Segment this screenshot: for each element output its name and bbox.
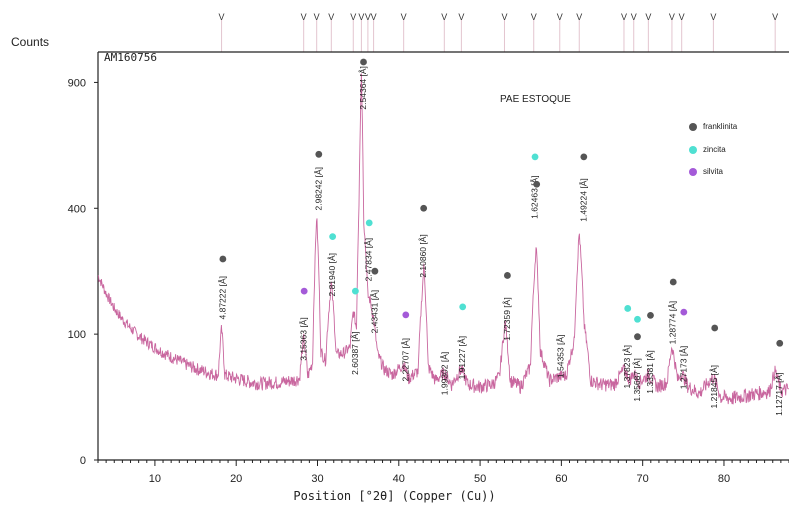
franklinita-marker <box>219 255 227 263</box>
y-axis-label: Counts <box>11 35 50 49</box>
reference-tick-marker: V <box>501 12 507 22</box>
reference-tick-marker: V <box>621 12 627 22</box>
pattern-line <box>97 73 789 405</box>
peak-label: 1.62463 [Å] <box>530 175 540 218</box>
zincita-marker <box>329 233 337 241</box>
franklinita-marker <box>533 180 541 188</box>
franklinita-marker <box>647 311 654 319</box>
y-tick-label: 400 <box>68 203 86 215</box>
peak-label: 3.15363 [Å] <box>299 317 309 360</box>
reference-tick-marker: V <box>371 12 377 22</box>
zincita-marker <box>459 303 467 311</box>
reference-tick-marker: V <box>645 12 651 22</box>
legend-marker-franklinita <box>689 123 697 131</box>
reference-tick-marker: V <box>576 12 582 22</box>
reference-tick-marker: V <box>557 12 563 22</box>
axes: 0 100 400 900 10 20 30 40 50 60 70 80 <box>68 51 789 485</box>
reference-tick-marker: V <box>350 12 356 22</box>
reference-tick-marker: V <box>365 12 371 22</box>
y-tick-label: 900 <box>68 77 86 89</box>
silvita-marker <box>680 308 688 316</box>
zincita-marker <box>531 153 539 161</box>
franklinita-marker <box>711 324 719 332</box>
legend-marker-silvita <box>689 168 697 176</box>
franklinita-marker <box>360 58 367 66</box>
reference-tick-marker: V <box>219 12 225 22</box>
peak-label: 2.60387 [Å] <box>350 331 360 374</box>
silvita-marker <box>300 287 308 295</box>
reference-tick-marker: V <box>631 12 637 22</box>
x-tick-label: 10 <box>149 473 161 485</box>
franklinita-marker <box>315 150 323 158</box>
peak-label: 2.81940 [Å] <box>327 253 337 296</box>
peak-label: 2.22707 [Å] <box>400 338 410 381</box>
reference-tick-marker: V <box>301 12 307 22</box>
peak-label: 1.37823 [Å] <box>622 345 632 388</box>
legend-label-silvita: silvita <box>703 167 724 176</box>
reference-tick-marker: V <box>328 12 334 22</box>
peak-label: 1.72359 [Å] <box>502 297 512 340</box>
peak-label: 2.54364 [Å] <box>358 66 368 109</box>
chart-title: PAE ESTOQUE <box>500 94 571 105</box>
legend-label-franklinita: franklinita <box>703 122 738 131</box>
zincita-marker <box>365 219 373 227</box>
zincita-marker <box>624 305 632 312</box>
x-axis-label: Position [°2θ] (Copper (Cu)) <box>293 489 496 503</box>
x-tick-label: 30 <box>311 473 323 485</box>
franklinita-marker <box>580 153 588 161</box>
peak-label: 1.91227 [Å] <box>457 336 467 379</box>
legend-label-zincita: zincita <box>703 145 726 154</box>
peak-label: 1.28774 [Å] <box>668 301 678 344</box>
peak-label: 1.12717 [Å] <box>774 372 784 415</box>
franklinita-marker <box>504 272 511 279</box>
peak-label: 1.27173 [Å] <box>678 346 688 389</box>
reference-tick-marker: V <box>669 12 675 22</box>
reference-tick-marker: V <box>314 12 320 22</box>
zincita-marker <box>634 315 641 323</box>
reference-tick-marker: V <box>679 12 685 22</box>
y-tick-label: 0 <box>80 455 86 467</box>
legend-marker-zincita <box>689 146 697 154</box>
peak-label: 1.21845 [Å] <box>709 365 719 408</box>
reference-tick-marker: V <box>772 12 778 22</box>
x-tick-label: 70 <box>637 473 649 485</box>
peak-label: 2.43431 [Å] <box>369 290 379 333</box>
peak-label: 1.49224 [Å] <box>578 178 588 221</box>
reference-tick-marker: V <box>401 12 407 22</box>
x-tick-label: 50 <box>474 473 486 485</box>
franklinita-marker <box>669 278 677 286</box>
peak-label: 2.98242 [Å] <box>313 167 323 210</box>
peak-label: 1.33381 [Å] <box>645 350 655 393</box>
franklinita-marker <box>371 267 379 275</box>
peak-label: 2.10860 [Å] <box>418 234 428 277</box>
sample-id: AM160756 <box>104 51 157 64</box>
peak-label: 1.54353 [Å] <box>556 335 566 378</box>
reference-tick-marker: V <box>441 12 447 22</box>
reference-tick-marker: V <box>710 12 716 22</box>
franklinita-marker <box>420 204 428 212</box>
franklinita-marker <box>776 339 784 347</box>
zincita-marker <box>351 287 359 295</box>
peak-label: 2.47834 [Å] <box>364 238 374 281</box>
diffraction-pattern <box>97 73 789 405</box>
reference-tick-marker: V <box>458 12 464 22</box>
franklinita-marker <box>634 333 641 341</box>
x-tick-label: 80 <box>718 473 730 485</box>
peak-label: 1.99302 [Å] <box>439 352 449 395</box>
peak-label: 1.35687 [Å] <box>632 358 642 401</box>
x-tick-label: 20 <box>230 473 242 485</box>
silvita-marker <box>402 311 410 319</box>
peak-annotations: 4.87222 [Å] 3.15363 [Å] 2.98242 [Å] 2.81940… <box>217 58 784 416</box>
reference-tick-marker: V <box>531 12 537 22</box>
peak-label: 4.87222 [Å] <box>217 276 227 319</box>
x-tick-label: 40 <box>393 473 405 485</box>
x-tick-label: 60 <box>555 473 567 485</box>
reference-tick-marker: V <box>358 12 364 22</box>
y-tick-label: 100 <box>68 329 86 341</box>
